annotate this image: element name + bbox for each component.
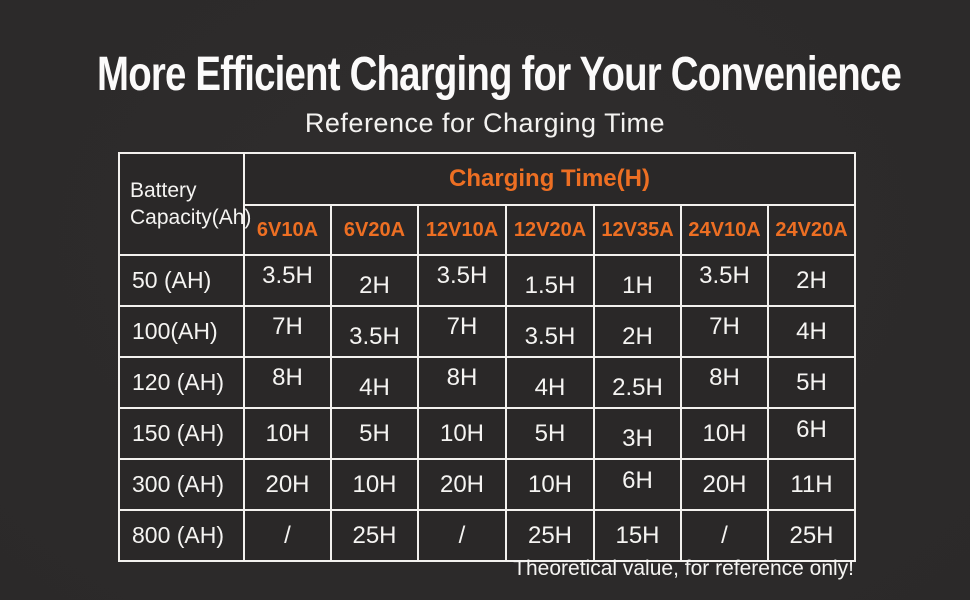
charging-time-table-container: Battery Capacity(Ah) Charging Time(H) 6V… bbox=[118, 152, 857, 562]
row-label: 150 (AH) bbox=[118, 407, 245, 460]
charging-time-cell: 7H bbox=[680, 305, 769, 358]
table-row: 150 (AH) 10H 5H 10H 5H 3H 10H 6H bbox=[118, 407, 857, 460]
charging-time-cell: 4H bbox=[505, 356, 595, 409]
charging-time-cell: 25H bbox=[766, 509, 857, 562]
charging-time-cell: 2H bbox=[330, 254, 419, 307]
charging-time-cell: 10H bbox=[330, 458, 419, 511]
page-title: More Efficient Charging for Your Conveni… bbox=[97, 48, 902, 101]
charging-time-cell: 5H bbox=[330, 407, 419, 460]
charging-time-cell: 20H bbox=[680, 458, 769, 511]
charging-time-cell: 4H bbox=[766, 305, 857, 358]
charging-time-cell: / bbox=[243, 509, 332, 562]
charging-time-cell: 1H bbox=[593, 254, 682, 307]
charging-time-table: Battery Capacity(Ah) Charging Time(H) 6V… bbox=[118, 152, 857, 562]
charging-time-cell: / bbox=[417, 509, 507, 562]
charging-time-cell: 5H bbox=[505, 407, 595, 460]
charging-time-cell: 4H bbox=[330, 356, 419, 409]
charging-time-cell: 25H bbox=[330, 509, 419, 562]
footnote-disclaimer: Theoretical value, for reference only! bbox=[513, 557, 854, 580]
page-subtitle: Reference for Charging Time bbox=[304, 108, 666, 138]
column-header-12v35a: 12V35A bbox=[593, 204, 682, 256]
charging-time-cell: 7H bbox=[417, 305, 507, 358]
column-header-12v20a: 12V20A bbox=[505, 204, 595, 256]
table-row: 50 (AH) 3.5H 2H 3.5H 1.5H 1H 3.5H 2H bbox=[118, 254, 857, 307]
charging-time-cell: 5H bbox=[766, 356, 857, 409]
charging-time-cell: 6H bbox=[766, 407, 857, 460]
charging-time-cell: 1.5H bbox=[505, 254, 595, 307]
charging-time-cell: 2H bbox=[593, 305, 682, 358]
charging-time-cell: 8H bbox=[243, 356, 332, 409]
row-label: 100(AH) bbox=[118, 305, 245, 358]
charging-time-cell: 6H bbox=[593, 458, 682, 511]
charging-time-cell: 25H bbox=[505, 509, 595, 562]
charging-time-cell: 2.5H bbox=[593, 356, 682, 409]
charging-time-cell: 3.5H bbox=[330, 305, 419, 358]
column-header-6v10a: 6V10A bbox=[243, 204, 332, 256]
row-label: 120 (AH) bbox=[118, 356, 245, 409]
table-column-header-row: 6V10A 6V20A 12V10A 12V20A 12V35A 24V10A … bbox=[119, 204, 857, 256]
table-row: 300 (AH) 20H 10H 20H 10H 6H 20H 11H bbox=[118, 458, 857, 511]
charging-time-cell: 10H bbox=[417, 407, 507, 460]
charging-time-cell: 3.5H bbox=[417, 254, 507, 307]
table-title-charging-time: Charging Time(H) bbox=[242, 152, 857, 206]
charging-time-cell: 10H bbox=[680, 407, 769, 460]
row-label: 800 (AH) bbox=[118, 509, 245, 562]
charging-time-cell: 11H bbox=[766, 458, 857, 511]
charging-time-cell: / bbox=[680, 509, 769, 562]
row-label: 300 (AH) bbox=[118, 458, 245, 511]
charging-time-cell: 15H bbox=[593, 509, 682, 562]
column-header-24v10a: 24V10A bbox=[680, 204, 769, 256]
column-header-6v20a: 6V20A bbox=[330, 204, 419, 256]
charging-time-cell: 20H bbox=[243, 458, 332, 511]
charging-time-cell: 3.5H bbox=[680, 254, 769, 307]
table-row: 100(AH) 7H 3.5H 7H 3.5H 2H 7H 4H bbox=[118, 305, 857, 358]
charging-time-cell: 2H bbox=[766, 254, 857, 307]
charging-time-cell: 7H bbox=[243, 305, 332, 358]
column-header-24v20a: 24V20A bbox=[766, 204, 857, 256]
charging-time-cell: 10H bbox=[505, 458, 595, 511]
charging-time-cell: 3.5H bbox=[505, 305, 595, 358]
charging-time-cell: 3H bbox=[593, 407, 682, 460]
column-header-12v10a: 12V10A bbox=[417, 204, 507, 256]
charging-time-cell: 20H bbox=[417, 458, 507, 511]
charging-time-cell: 10H bbox=[243, 407, 332, 460]
table-row: 800 (AH) / 25H / 25H 15H / 25H bbox=[118, 509, 857, 562]
charging-time-cell: 8H bbox=[417, 356, 507, 409]
charging-time-cell: 8H bbox=[680, 356, 769, 409]
table-header-row: Battery Capacity(Ah) Charging Time(H) bbox=[118, 152, 857, 256]
table-row: 120 (AH) 8H 4H 8H 4H 2.5H 8H 5H bbox=[118, 356, 857, 409]
row-header-label: Battery Capacity(Ah) bbox=[118, 152, 251, 256]
charging-time-cell: 3.5H bbox=[243, 254, 332, 307]
row-label: 50 (AH) bbox=[118, 254, 245, 307]
